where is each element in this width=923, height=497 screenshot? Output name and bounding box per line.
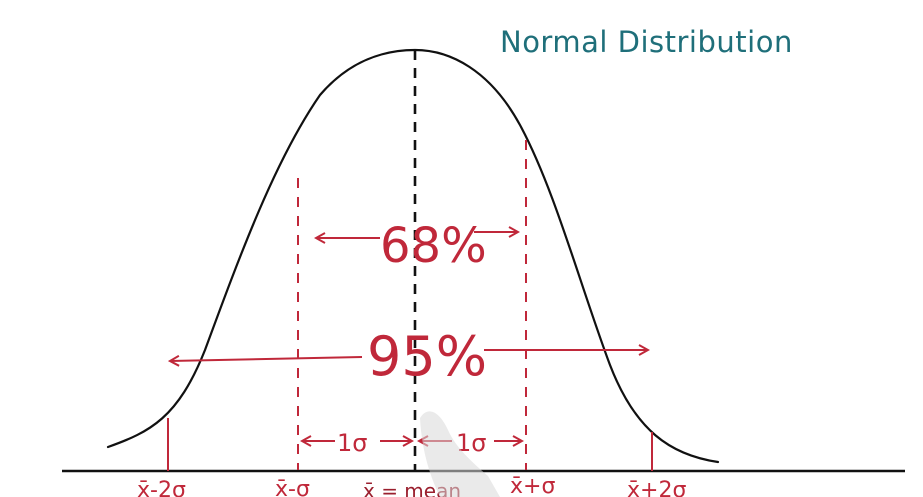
inner-percentage-label: 68% xyxy=(380,218,487,274)
pen-shadow xyxy=(420,411,500,497)
left-sigma-label: 1σ xyxy=(337,429,367,457)
outer-percentage-label: 95% xyxy=(367,325,487,388)
outer-left-arrow xyxy=(170,357,363,361)
diagram-title: Normal Distribution xyxy=(500,25,793,59)
tick-minus-two-sigma: x̄-2σ xyxy=(137,478,186,497)
tick-plus-two-sigma: x̄+2σ xyxy=(627,478,686,497)
tick-minus-one-sigma: x̄-σ xyxy=(275,477,310,497)
tick-plus-one-sigma: x̄+σ xyxy=(510,474,555,497)
